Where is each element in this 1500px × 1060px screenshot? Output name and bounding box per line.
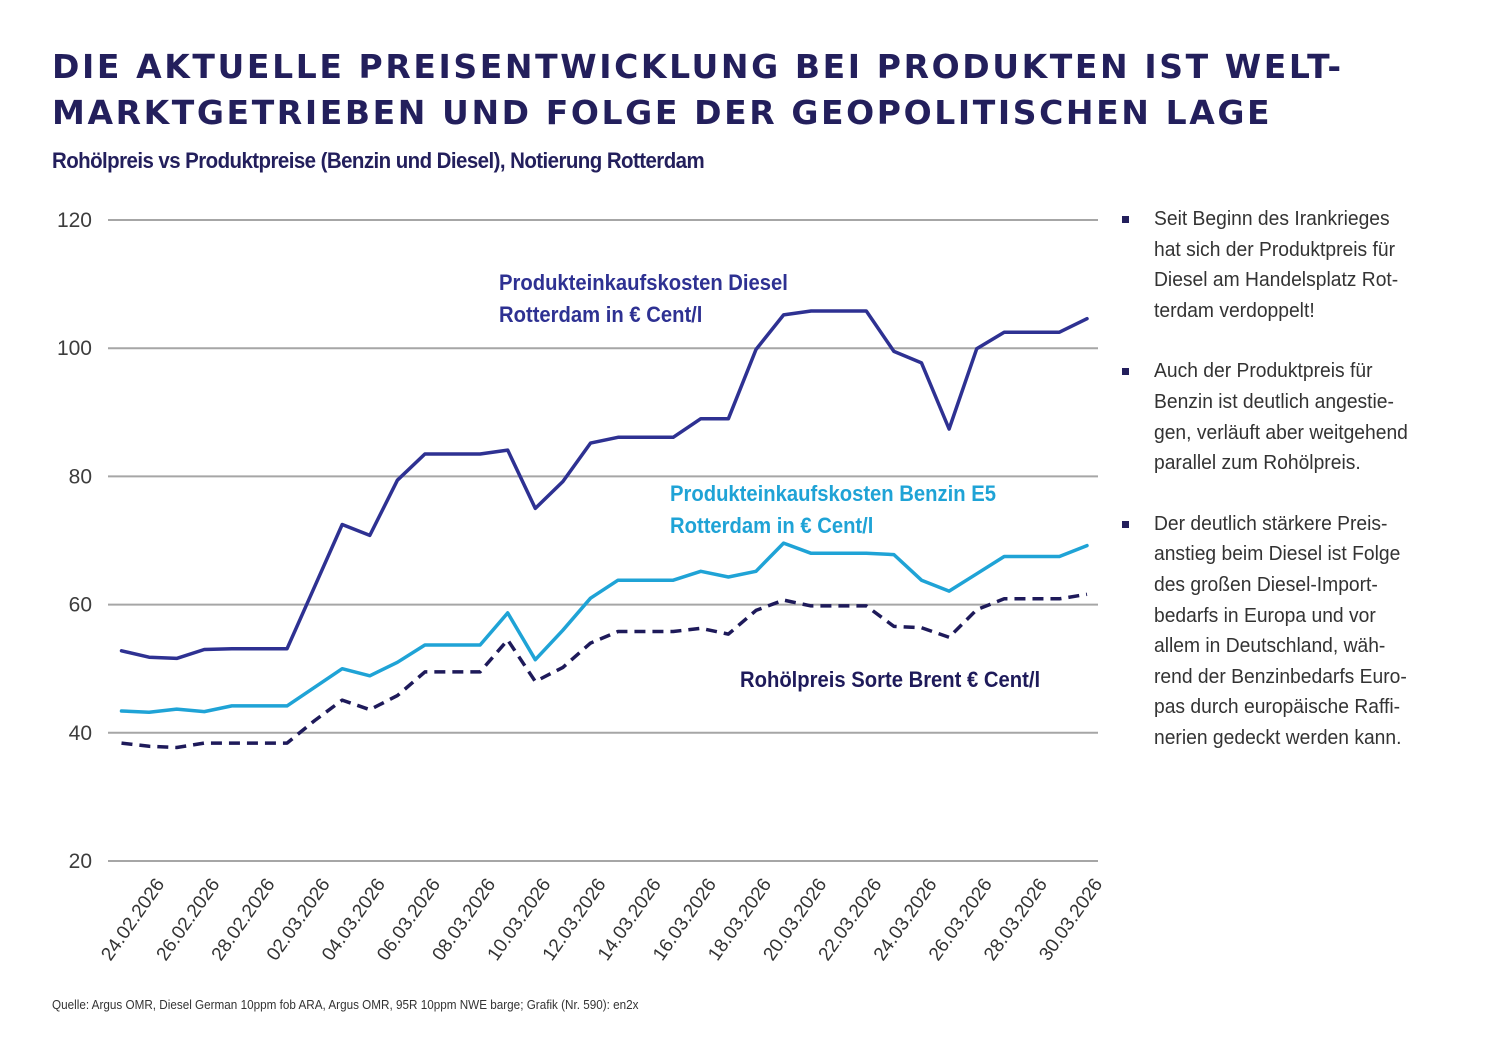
bullet-square-icon [1122,520,1129,528]
y-tick-label: 20 [69,850,92,873]
series-label-diesel: Rotterdam in € Cent/l [499,303,702,327]
finding-item: Auch der Produktpreis für Benzin ist deu… [1116,356,1456,478]
series-label-diesel: Produkteinkaufskosten Diesel [499,271,788,295]
y-tick-label: 40 [69,722,92,745]
series-labels: Produkteinkaufskosten Diesel Rotterdam in… [499,271,1040,692]
y-tick-label: 60 [69,594,92,617]
source-note: Quelle: Argus OMR, Diesel German 10ppm f… [52,997,639,1012]
bullet-square-icon [1122,368,1129,376]
chart-subtitle: Rohölpreis vs Produktpreise (Benzin und … [52,148,705,173]
y-tick-label: 100 [57,337,92,360]
key-findings: Seit Beginn des Irankrieges hat sich der… [1116,204,1456,784]
finding-item: Seit Beginn des Irankrieges hat sich der… [1116,204,1456,326]
bullet-square-icon [1122,216,1129,223]
series-label-brent: Rohölpreis Sorte Brent € Cent/l [740,668,1040,692]
x-axis-ticks: 24.02.202626.02.202628.02.202602.03.2026… [97,875,1107,965]
series-label-benzin: Produkteinkaufskosten Benzin E5 [670,482,996,506]
title-line-1: DIE AKTUELLE PREISENTWICKLUNG BEI PRODUK… [52,47,1344,86]
finding-item: Der deutlich stärkere Preis- anstieg bei… [1116,509,1456,754]
series-lines [119,309,1089,750]
finding-text: Seit Beginn des Irankrieges hat sich der… [1154,207,1399,322]
series-label-benzin: Rotterdam in € Cent/l [670,514,873,538]
y-tick-label: 120 [57,209,92,232]
series-line-diesel [119,309,1089,661]
series-line-brent [121,592,1088,750]
y-tick-label: 80 [69,465,92,488]
series-line-benzin [119,541,1089,715]
finding-text: Der deutlich stärkere Preis- anstieg bei… [1154,511,1407,749]
gridlines [108,219,1098,862]
title-line-2: MARKTGETRIEBEN UND FOLGE DER GEOPOLITISC… [52,93,1273,132]
page-title: DIE AKTUELLE PREISENTWICKLUNG BEI PRODUK… [52,44,1452,136]
y-axis-ticks: 20 40 60 80 100 120 [57,209,92,873]
finding-text: Auch der Produktpreis für Benzin ist deu… [1154,359,1408,475]
